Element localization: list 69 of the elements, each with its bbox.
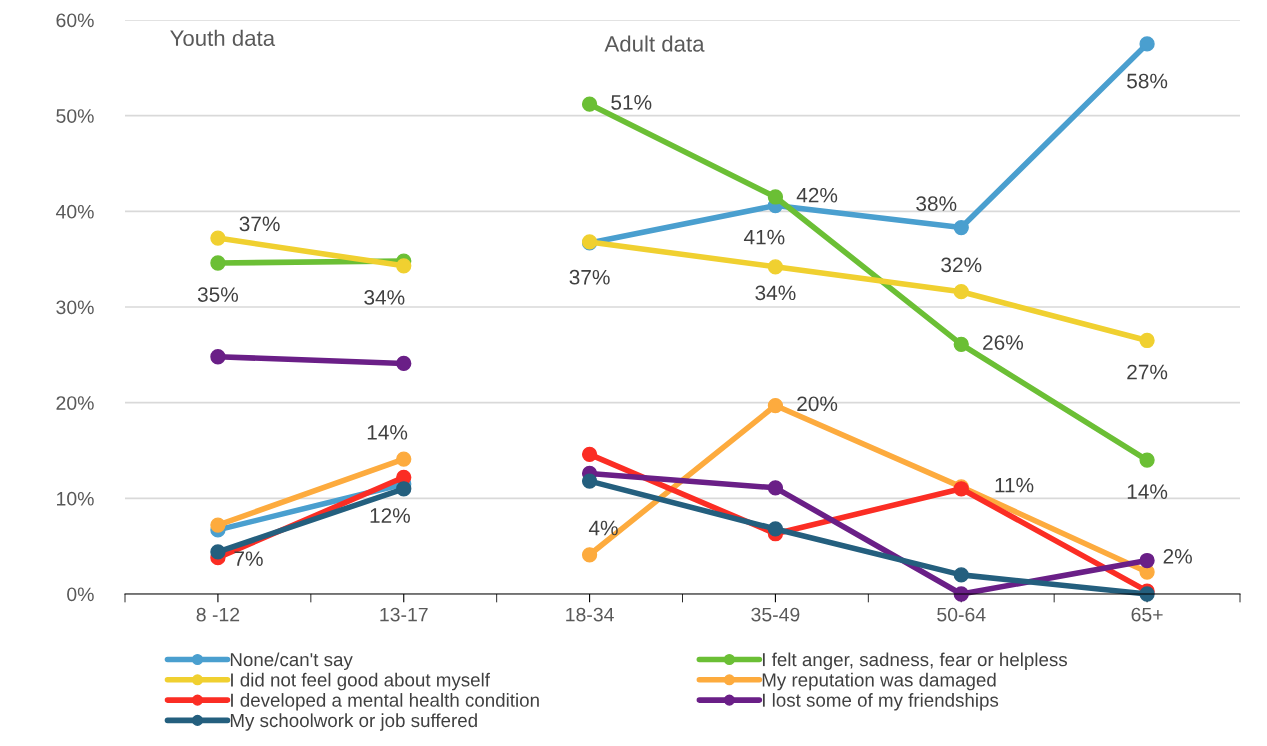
legend-label: I lost some of my friendships: [762, 693, 999, 711]
point: [210, 230, 226, 246]
point: [210, 349, 226, 365]
point: [767, 521, 784, 537]
data-label: 34%: [755, 285, 796, 301]
point: [581, 473, 598, 489]
data-label: 35%: [197, 287, 239, 302]
data-label: 41%: [743, 229, 785, 245]
data-label: 34%: [364, 290, 405, 305]
data-label: 37%: [239, 216, 280, 232]
point: [210, 255, 226, 271]
legend-label: My schoolwork or job suffered: [230, 713, 477, 731]
point: [953, 567, 969, 583]
y-tick-label: 30%: [56, 300, 94, 315]
point: [396, 451, 412, 467]
data-label: 2%: [1163, 548, 1192, 564]
point: [396, 355, 412, 372]
x-tick-label: 65+: [1131, 607, 1163, 622]
data-label: 37%: [569, 269, 610, 285]
annotation: Youth data: [170, 29, 276, 47]
point: [210, 517, 226, 533]
point: [767, 397, 784, 414]
data-label: 27%: [1127, 364, 1168, 380]
data-label: 14%: [1127, 484, 1168, 499]
x-tick-label: 18-34: [566, 607, 614, 622]
legend-label: None/can't say: [230, 652, 353, 670]
point: [581, 96, 598, 112]
y-tick-label: 60%: [56, 13, 94, 28]
legend-label: I felt anger, sadness, fear or helpless: [762, 652, 1067, 670]
y-tick-label: 40%: [55, 204, 94, 219]
x-tick-label: 8 -12: [196, 607, 240, 622]
legend-label: I developed a mental health condition: [231, 693, 539, 711]
data-label: 14%: [367, 425, 408, 440]
point: [1139, 452, 1155, 468]
y-tick-label: 0%: [67, 587, 94, 602]
legend-label: I did not feel good about myself: [231, 672, 490, 691]
x-tick-label: 35-49: [751, 607, 800, 622]
point: [953, 336, 969, 352]
data-label: 26%: [983, 335, 1024, 350]
point: [767, 480, 784, 496]
annotation: Adult data: [604, 35, 705, 52]
data-label: 20%: [797, 396, 838, 412]
data-label: 51%: [611, 95, 652, 110]
point: [581, 547, 598, 563]
point: [767, 189, 784, 205]
data-label: 58%: [1127, 73, 1168, 89]
y-tick-label: 10%: [57, 491, 94, 506]
x-tick-label: 13-17: [380, 607, 428, 622]
point: [396, 481, 412, 497]
point: [396, 258, 412, 274]
point: [1139, 552, 1155, 569]
y-tick-label: 50%: [56, 109, 94, 123]
point: [1139, 36, 1155, 52]
data-label: 38%: [916, 196, 957, 211]
legend-label: My reputation was damaged: [762, 672, 996, 691]
point: [210, 544, 226, 560]
data-label: 7%: [234, 551, 263, 566]
point: [953, 284, 969, 300]
data-label: 4%: [588, 520, 618, 536]
data-label: 12%: [370, 508, 410, 523]
y-tick-label: 20%: [56, 396, 94, 410]
point: [953, 219, 969, 236]
data-label: 11%: [995, 477, 1034, 493]
point: [1139, 332, 1155, 349]
x-tick-label: 50-64: [937, 607, 986, 622]
point: [581, 446, 598, 462]
data-label: 32%: [941, 257, 982, 273]
data-label: 42%: [796, 187, 838, 203]
point: [767, 259, 784, 275]
